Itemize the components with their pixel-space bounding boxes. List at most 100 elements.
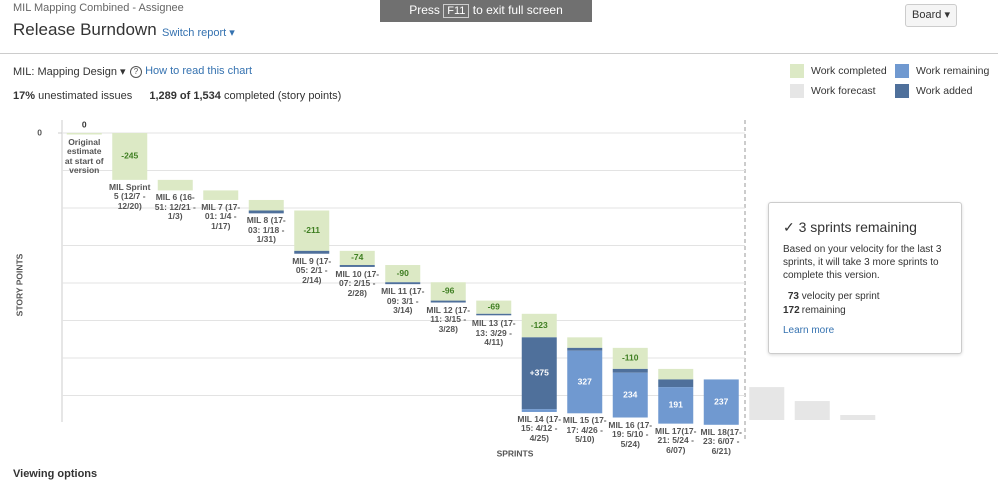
legend-label: Work added bbox=[916, 85, 973, 97]
bar-segment bbox=[567, 347, 603, 351]
help-link-text[interactable]: How to read this chart bbox=[145, 65, 253, 77]
velocity-row: 73 velocity per sprint bbox=[783, 291, 880, 302]
bar-segment bbox=[385, 282, 421, 285]
x-axis-label: SPRINTS bbox=[497, 448, 534, 458]
unestimated-pct: 17% bbox=[13, 90, 36, 102]
x-tick-label: MIL Sprint 5 (12/7 - 12/20) bbox=[109, 181, 151, 211]
help-link[interactable]: ? How to read this chart bbox=[130, 65, 252, 78]
viewing-options[interactable]: Viewing options bbox=[13, 468, 98, 480]
x-tick-label: MIL 11 (17-09: 3/1 - 3/14) bbox=[381, 286, 425, 316]
legend-swatch bbox=[790, 64, 804, 78]
value-label: -69 bbox=[488, 301, 501, 311]
legend-swatch bbox=[895, 84, 909, 98]
value-label: 327 bbox=[578, 376, 592, 386]
divider bbox=[0, 53, 998, 54]
legend-label: Work remaining bbox=[916, 65, 989, 77]
x-tick-label: MIL 8 (17-03: 1/18 - 1/31) bbox=[246, 215, 286, 245]
x-tick-label: MIL 17(17-21: 5/24 - 6/07) bbox=[655, 425, 697, 455]
x-tick-label: MIL 7 (17-01: 1/4 - 1/17) bbox=[201, 201, 241, 231]
completed-count: 1,289 of 1,534 bbox=[149, 90, 221, 102]
value-label: -74 bbox=[351, 252, 364, 262]
legend-swatch bbox=[790, 84, 804, 98]
bar-segment bbox=[476, 300, 512, 314]
value-label: -211 bbox=[303, 225, 320, 235]
value-label: -90 bbox=[397, 268, 410, 278]
bar-segment bbox=[385, 265, 421, 283]
bar-segment bbox=[339, 250, 375, 266]
forecast-title: ✓ 3 sprints remaining bbox=[783, 219, 917, 235]
bar-segment bbox=[612, 368, 648, 373]
bar-segment bbox=[66, 133, 102, 135]
board-button-text[interactable]: Board bbox=[912, 9, 942, 21]
value-label: 0 bbox=[82, 119, 87, 129]
bar-segment bbox=[430, 282, 466, 301]
x-tick-label: MIL 9 (17-05: 2/1 - 2/14) bbox=[292, 255, 332, 285]
legend-label: Work completed bbox=[811, 65, 887, 77]
velocity-value: 73 bbox=[787, 291, 799, 302]
forecast-text: Based on your velocity for the last 3 sp… bbox=[783, 244, 942, 281]
forecast-bar bbox=[794, 401, 830, 420]
value-label: 234 bbox=[623, 389, 637, 399]
version-select-text[interactable]: MIL: Mapping Design bbox=[13, 66, 117, 78]
bar-segment bbox=[521, 337, 557, 410]
breadcrumb[interactable]: MIL Mapping Combined - Assignee bbox=[13, 2, 184, 14]
bar-segment bbox=[157, 179, 193, 191]
value-label: -245 bbox=[121, 151, 138, 161]
value-label: -123 bbox=[531, 320, 548, 330]
bar-segment bbox=[567, 350, 603, 414]
forecast-bar bbox=[840, 415, 876, 420]
forecast-title-text: 3 sprints remaining bbox=[798, 219, 917, 235]
remaining-text: remaining bbox=[801, 305, 846, 316]
velocity-text: velocity per sprint bbox=[801, 291, 880, 302]
bar-segment bbox=[248, 199, 284, 211]
x-tick-label: MIL 13 (17-13: 3/29 - 4/11) bbox=[471, 318, 516, 348]
board-button[interactable]: Board ▾ bbox=[905, 4, 957, 27]
forecast-bar bbox=[749, 387, 785, 420]
page-title: Release Burndown bbox=[13, 20, 157, 39]
hint-key: F11 bbox=[443, 4, 470, 18]
fullscreen-hint: Press F11 to exit full screen bbox=[380, 0, 592, 22]
remaining-row: 172 remaining bbox=[783, 305, 846, 316]
stats: 17% unestimated issues 1,289 of 1,534 co… bbox=[13, 90, 341, 102]
learn-more[interactable]: Learn more bbox=[783, 325, 835, 336]
bar-segment bbox=[521, 313, 557, 338]
completed-text: completed (story points) bbox=[223, 90, 342, 102]
switch-report[interactable]: Switch report ▾ bbox=[162, 27, 235, 39]
value-label: -96 bbox=[442, 286, 455, 296]
bar-segment bbox=[612, 372, 648, 418]
bar-segment bbox=[612, 347, 648, 369]
bar-segment bbox=[703, 379, 739, 425]
bar-segment bbox=[294, 250, 330, 254]
version-select[interactable]: MIL: Mapping Design ▾ bbox=[13, 66, 126, 78]
x-tick-label: MIL 12 (17-11: 3/15 - 3/28) bbox=[426, 304, 471, 334]
legend-label: Work forecast bbox=[811, 85, 876, 97]
x-tick-label: Original estimate at start of version bbox=[64, 136, 104, 176]
value-label: 191 bbox=[669, 400, 683, 410]
bar-segment bbox=[248, 210, 284, 214]
y-tick-label: 0 bbox=[37, 127, 42, 137]
hint-rest: to exit full screen bbox=[472, 3, 563, 17]
bar-segment bbox=[567, 337, 603, 348]
bar-segment bbox=[521, 409, 557, 412]
bar-segment bbox=[430, 300, 466, 303]
x-tick-label: MIL 15 (17-17: 4/26 - 5/10) bbox=[562, 415, 607, 445]
bar-segment bbox=[294, 210, 330, 251]
value-label: +375 bbox=[530, 367, 549, 377]
switch-report-text[interactable]: Switch report bbox=[162, 27, 227, 39]
value-label: -110 bbox=[622, 353, 639, 363]
bar-segment bbox=[339, 265, 375, 267]
legend-swatch bbox=[895, 64, 909, 78]
x-tick-label: MIL 10 (17-07: 2/15 - 2/28) bbox=[335, 268, 380, 298]
value-label: 237 bbox=[714, 396, 728, 406]
x-tick-label: MIL 14 (17-15: 4/12 - 4/25) bbox=[517, 413, 562, 443]
bar-segment bbox=[203, 190, 239, 200]
bar-segment bbox=[658, 387, 694, 424]
x-tick-label: MIL 16 (17-19: 5/10 - 5/24) bbox=[608, 419, 653, 449]
forecast-box: ✓ 3 sprints remaining Based on your velo… bbox=[768, 202, 962, 354]
x-tick-label: MIL 18(17-23: 6/07 - 6/21) bbox=[700, 426, 742, 456]
x-tick-label: MIL 6 (16-51: 12/21 - 1/3) bbox=[154, 192, 196, 222]
bar-segment bbox=[476, 313, 512, 316]
bar-segment bbox=[658, 379, 694, 388]
